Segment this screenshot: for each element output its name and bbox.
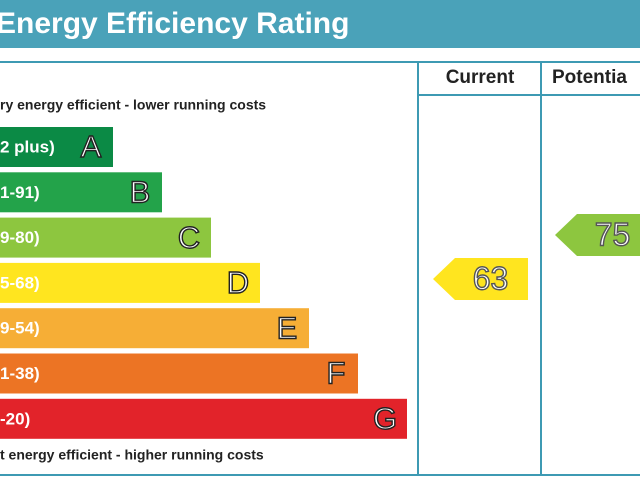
band-range: -20) xyxy=(0,409,30,428)
band-letter: D xyxy=(227,265,249,300)
title-bar xyxy=(0,0,640,48)
potential-value: 75 xyxy=(595,216,631,252)
band-range: 1-91) xyxy=(0,183,40,202)
band xyxy=(0,127,113,167)
current-arrow xyxy=(433,258,528,300)
potential-header: Potentia xyxy=(552,67,627,88)
potential-arrow xyxy=(555,214,640,256)
band-range: 5-68) xyxy=(0,273,40,292)
band-range: 9-80) xyxy=(0,228,40,247)
band-letter: E xyxy=(277,310,298,345)
band-range: 2 plus) xyxy=(0,137,55,156)
band xyxy=(0,398,407,439)
band-letter: A xyxy=(81,129,102,164)
band-range: 1-38) xyxy=(0,364,40,383)
frame xyxy=(0,61,640,476)
title: Energy Efficiency Rating xyxy=(0,7,349,40)
current-value: 63 xyxy=(473,260,509,296)
band xyxy=(0,172,162,213)
bottom-label: t energy efficient - higher running cost… xyxy=(0,447,264,463)
band xyxy=(0,217,211,258)
band-letter: G xyxy=(373,401,397,436)
top-label: ry energy efficient - lower running cost… xyxy=(0,97,266,113)
band xyxy=(0,262,260,303)
band-letter: C xyxy=(178,220,200,255)
band-letter: F xyxy=(327,356,346,391)
band xyxy=(0,308,309,349)
band xyxy=(0,353,358,394)
band-letter: B xyxy=(130,174,151,209)
current-header: Current xyxy=(446,67,515,88)
band-range: 9-54) xyxy=(0,319,40,338)
